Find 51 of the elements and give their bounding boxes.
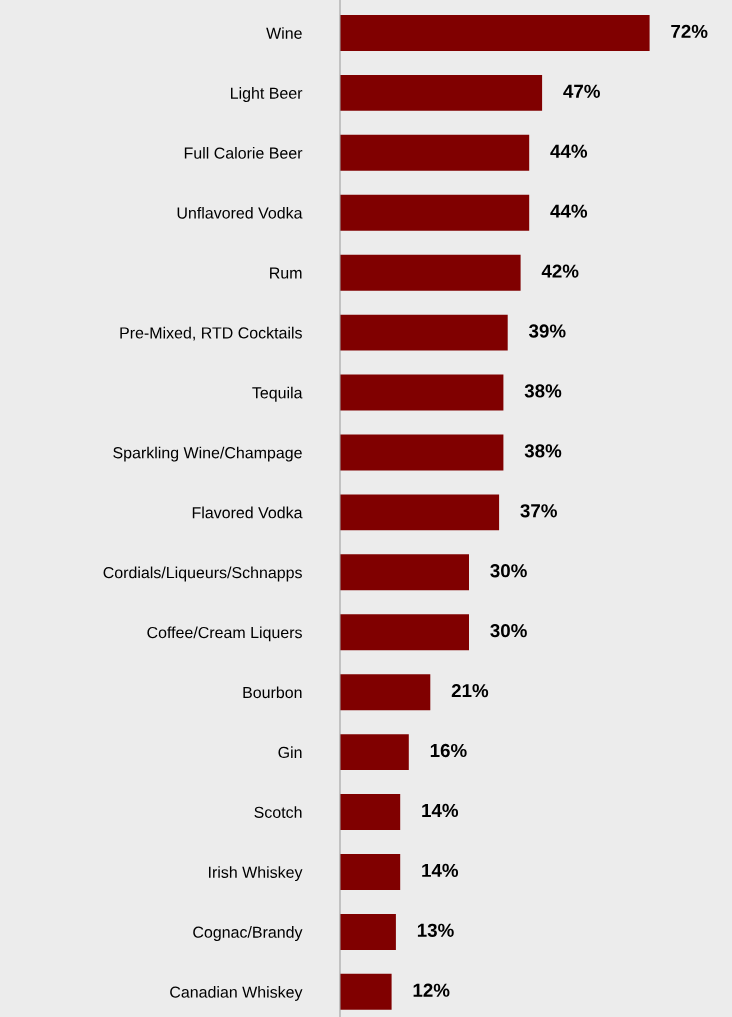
data-label: 12%: [413, 983, 450, 997]
data-label: 14%: [422, 803, 459, 818]
y-tick-label: Tequila: [252, 386, 303, 402]
y-tick-label: Full Calorie Beer: [184, 147, 303, 159]
bar: [340, 973, 392, 1010]
bar: [340, 254, 521, 291]
y-tick-label: Coffee/Cream Liquers: [147, 626, 302, 642]
bar: [340, 314, 508, 351]
bar: [340, 853, 401, 890]
bar: [340, 74, 543, 111]
data-label: 21%: [451, 683, 489, 698]
bar: [340, 674, 431, 711]
data-label: 16%: [430, 743, 467, 758]
y-tick-label: Cognac/Brandy: [193, 926, 303, 941]
y-tick-label: Light Beer: [231, 87, 303, 102]
bar: [340, 614, 469, 651]
y-tick-label: Irish Whiskey: [209, 866, 303, 882]
y-tick-label: Unflavored Vodka: [177, 206, 303, 219]
bar: [340, 913, 396, 950]
bar: [340, 554, 469, 591]
y-tick-label: Rum: [270, 267, 302, 279]
data-label: 30%: [490, 624, 527, 638]
y-tick-label: Scotch: [254, 806, 302, 818]
y-tick-label: Bourbon: [243, 686, 302, 699]
data-label: 44%: [550, 144, 588, 158]
data-label: 42%: [541, 264, 579, 278]
data-label: 72%: [671, 24, 708, 38]
bar: [340, 14, 650, 51]
bar: [340, 734, 409, 771]
data-label: 13%: [417, 923, 454, 937]
y-tick-label: Cordials/Liqueurs/Schnapps: [103, 566, 302, 582]
y-tick-label: Canadian Whiskey: [170, 986, 303, 1001]
y-tick-label: Sparkling Wine/Champage: [113, 446, 302, 462]
data-label: 38%: [524, 384, 562, 398]
data-label: 47%: [563, 84, 600, 98]
y-tick-label: Pre-Mixed, RTD Cocktails: [120, 326, 302, 341]
y-tick-label: Gin: [278, 746, 302, 759]
bar: [340, 134, 530, 171]
data-label: 44%: [550, 204, 588, 218]
bar: [340, 494, 500, 531]
data-label: 14%: [422, 863, 459, 877]
data-label: 37%: [520, 504, 557, 518]
bar: [340, 794, 401, 831]
bar: [340, 434, 504, 471]
bar: [340, 194, 530, 231]
y-tick-label: Wine: [266, 27, 302, 39]
y-tick-label: Flavored Vodka: [192, 506, 303, 519]
data-label: 38%: [524, 444, 562, 458]
data-label: 39%: [528, 324, 566, 338]
bar: [340, 374, 504, 411]
data-label: 30%: [490, 564, 527, 578]
